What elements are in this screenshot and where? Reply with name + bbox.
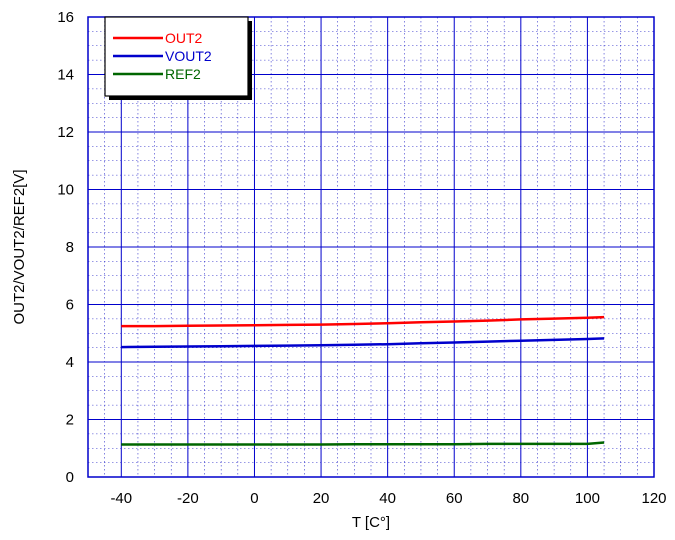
x-tick-label: 60 (446, 490, 463, 507)
y-tick-label: 14 (57, 67, 74, 84)
x-tick-labels: -40 -20 0 20 40 60 80 100 120 (110, 490, 666, 507)
y-tick-label: 12 (57, 124, 74, 141)
x-tick-label: 100 (575, 490, 600, 507)
x-tick-label: -40 (110, 490, 132, 507)
x-tick-label: 20 (313, 490, 330, 507)
legend-label-ref2: REF2 (165, 66, 201, 82)
y-tick-label: 16 (57, 9, 74, 26)
x-tick-label: -20 (177, 490, 199, 507)
y-tick-label: 2 (66, 412, 74, 429)
legend-label-out2: OUT2 (165, 30, 203, 46)
x-tick-label: 40 (379, 490, 396, 507)
series-line-vout2 (121, 337, 605, 349)
y-tick-label: 6 (66, 297, 74, 314)
series-line-ref2 (121, 441, 605, 446)
series-layer (121, 315, 605, 446)
plot-frame (87, 16, 655, 478)
y-tick-label: 0 (66, 469, 74, 486)
y-tick-label: 10 (57, 182, 74, 199)
y-axis-label: OUT2/VOUT2/REF2[V] (11, 169, 28, 324)
x-tick-label: 0 (250, 490, 258, 507)
y-tick-label: 4 (66, 354, 74, 371)
series-line-out2 (121, 315, 605, 328)
legend-label-vout2: VOUT2 (165, 48, 212, 64)
x-tick-label: 120 (641, 490, 666, 507)
x-tick-label: 80 (512, 490, 529, 507)
x-axis-label: T [C°] (352, 514, 390, 531)
y-tick-label: 8 (66, 239, 74, 256)
legend: OUT2 VOUT2 REF2 (104, 16, 252, 100)
y-tick-labels: 0 2 4 6 8 10 12 14 16 (57, 9, 74, 486)
